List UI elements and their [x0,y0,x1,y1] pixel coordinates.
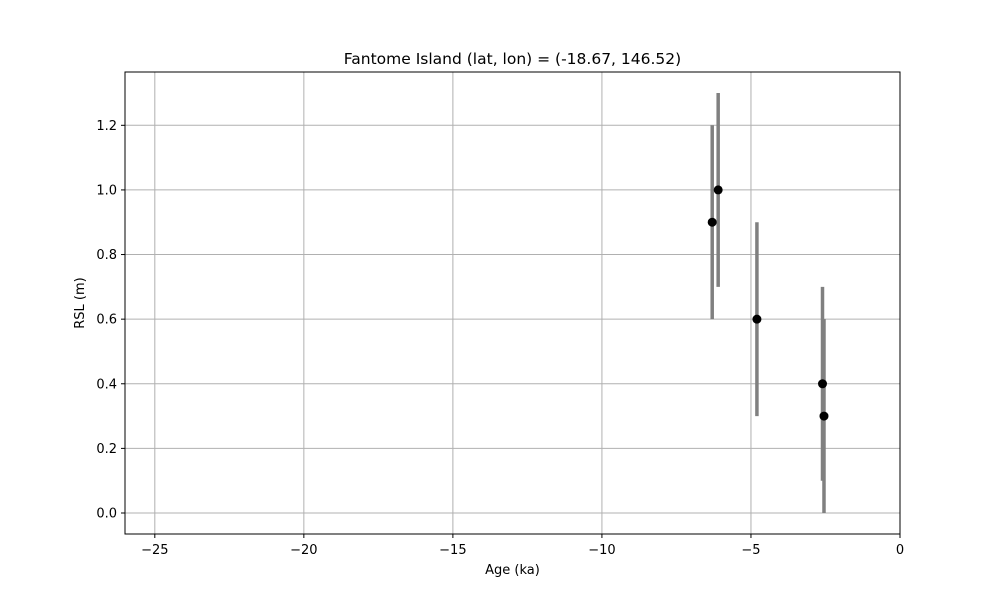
axis-ticks: −25 −20 −15 −10 −5 0 0.0 0.2 0.4 0.6 0.8 1.0 1.2 [96,119,904,558]
x-tick-label: −25 [141,543,168,558]
data-point [713,185,723,195]
x-tick-label: −20 [290,543,317,558]
x-tick-label: −10 [588,543,615,558]
y-tick-label: 0.6 [96,313,117,328]
chart-title: Fantome Island (lat, lon) = (-18.67, 146… [344,50,681,68]
y-tick-label: 0.0 [96,507,117,522]
x-tick-label: −15 [439,543,466,558]
data-point [819,411,829,421]
plot-frame [124,71,901,535]
data-markers [707,185,829,421]
data-point [818,379,827,389]
y-tick-label: 0.4 [96,377,117,392]
y-tick-label: 0.8 [96,248,117,263]
y-axis-title: RSL (m) [73,277,88,328]
x-tick-label: 0 [896,543,904,558]
y-tick-label: 1.0 [96,183,117,198]
x-axis-title: Age (ka) [485,563,540,578]
data-point [707,217,717,227]
y-tick-label: 1.2 [96,119,117,134]
data-point [752,314,762,324]
y-tick-label: 0.2 [96,442,117,457]
x-tick-label: −5 [741,543,760,558]
